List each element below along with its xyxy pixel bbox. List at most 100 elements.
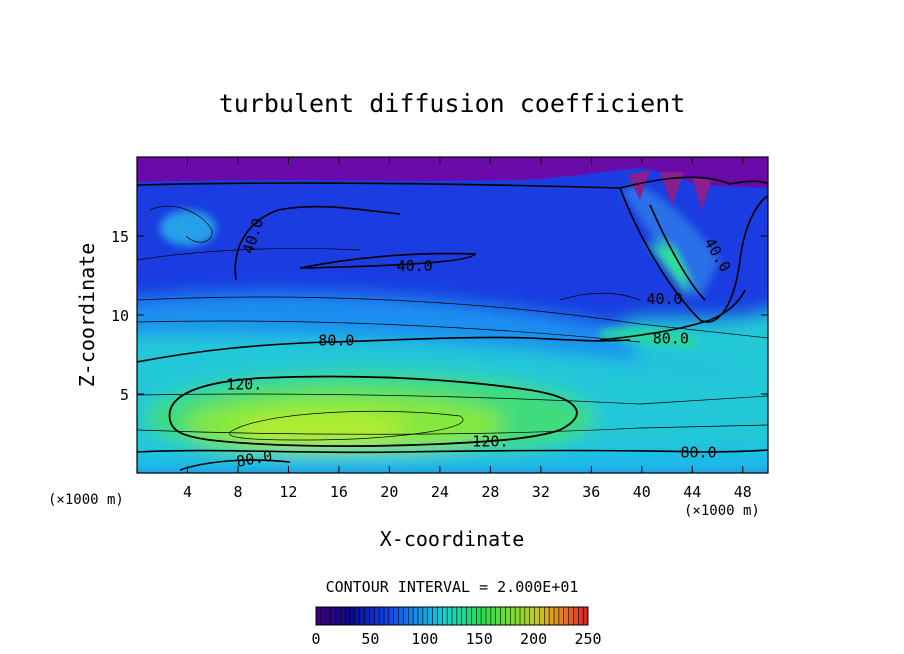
colorbar-cell	[476, 607, 482, 625]
colorbar-cell	[505, 607, 511, 625]
colorbar-cell	[388, 607, 395, 625]
x-tick-label: 36	[582, 483, 600, 501]
colorbar-cell	[510, 607, 516, 625]
contour-120	[168, 375, 578, 447]
contour-label: 80.0	[235, 447, 274, 471]
colorbar-cell	[471, 607, 477, 625]
colorbar-cell	[330, 607, 336, 625]
contour-lines	[137, 176, 768, 471]
colorbar-cell	[374, 607, 380, 625]
colorbar-cell	[515, 607, 521, 625]
contour-label: 40.0	[646, 290, 682, 308]
x-tick-label: 12	[279, 483, 297, 501]
colorbar-cell	[437, 607, 443, 625]
y-tick-label: 15	[111, 228, 129, 246]
colorbar-cell	[495, 607, 501, 625]
contour-label: 120.	[226, 376, 262, 394]
colorbar-cell	[549, 607, 555, 625]
x-tick-label: 40	[633, 483, 651, 501]
colorbar-cell	[422, 607, 429, 625]
colorbar-tick-label: 100	[411, 630, 438, 648]
colorbar-tick-label: 150	[466, 630, 493, 648]
colorbar-cell	[583, 607, 589, 625]
colorbar-cell	[461, 607, 467, 625]
colorbar-cell	[456, 607, 463, 625]
colorbar-cell	[452, 607, 458, 625]
x-tick-label: 24	[431, 483, 449, 501]
colorbar-cell	[316, 607, 322, 625]
heatmap-field	[137, 157, 768, 473]
contour-80-lower	[137, 449, 768, 454]
colorbar-cell	[486, 607, 492, 625]
chart-title: turbulent diffusion coefficient	[219, 89, 686, 118]
x-axis: 4 8 12 16 20 24 28 32 36 40 44 48	[183, 157, 752, 501]
colorbar-cell	[393, 607, 399, 625]
colorbar-cell	[350, 607, 356, 625]
colorbar-cell	[427, 607, 433, 625]
y-tick-label: 5	[120, 386, 129, 404]
colorbar-cell	[558, 607, 565, 625]
colorbar-cell	[359, 607, 365, 625]
colorbar-cell	[529, 607, 535, 625]
contour-right-inner	[649, 204, 706, 301]
colorbar-cell	[466, 607, 472, 625]
colorbar-cell	[578, 607, 584, 625]
contour-80-bottom-left	[179, 459, 291, 471]
colorbar-cell	[340, 607, 346, 625]
colorbar-cell	[447, 607, 453, 625]
colorbar-cell	[379, 607, 385, 625]
colorbar-cell	[408, 607, 414, 625]
colorbar-cell	[520, 607, 526, 625]
contour-right-swirl	[619, 187, 768, 323]
colorbar-cell	[568, 607, 574, 625]
x-tick-label: 8	[233, 483, 242, 501]
y-tick-label: 10	[111, 307, 129, 325]
x-tick-label: 48	[734, 483, 752, 501]
colorbar-tick-label: 0	[311, 630, 320, 648]
contour-40-left	[234, 205, 401, 281]
x-tick-label: 44	[683, 483, 701, 501]
colorbar	[315, 606, 589, 626]
colorbar-cell	[442, 607, 448, 625]
colorbar-cell	[563, 607, 569, 625]
contour-80-upper	[137, 336, 631, 363]
contour-80-right	[599, 289, 746, 341]
colorbar-cell	[369, 607, 375, 625]
y-axis: 5 10 15	[111, 228, 768, 404]
colorbar-cell	[500, 607, 506, 625]
colorbar-cell	[534, 607, 540, 625]
colorbar-cell	[418, 607, 424, 625]
x-tick-label: 28	[481, 483, 499, 501]
contour-label: 80.0	[318, 331, 354, 349]
colorbar-cell	[335, 607, 341, 625]
contour-label: 40.0	[397, 257, 433, 275]
x-axis-label: X-coordinate	[380, 527, 525, 551]
x-tick-label: 32	[532, 483, 550, 501]
colorbar-cell	[403, 607, 409, 625]
contour-40-loop	[299, 252, 477, 269]
colorbar-cell	[539, 607, 545, 625]
colorbar-cell	[481, 607, 487, 625]
colorbar-frame	[315, 606, 589, 626]
colorbar-cell	[398, 607, 404, 625]
colorbar-cell	[490, 607, 497, 625]
x-unit-label-left: (×1000 m)	[48, 492, 124, 508]
colorbar-cell	[325, 607, 331, 625]
colorbar-cell	[364, 607, 370, 625]
colorbar-cell	[320, 607, 327, 625]
colorbar-tick-labels: 0 50 100 150 200 250	[311, 630, 601, 648]
colorbar-cell	[345, 607, 351, 625]
colorbar-tick-label: 50	[361, 630, 379, 648]
x-unit-label-right: (×1000 m)	[684, 503, 760, 519]
colorbar-tick-label: 250	[574, 630, 601, 648]
contour-40-top	[137, 176, 768, 189]
colorbar-cell	[554, 607, 560, 625]
contour-label: 120.	[472, 432, 508, 450]
colorbar-cell	[544, 607, 550, 625]
x-tick-label: 20	[380, 483, 398, 501]
colorbar-cell	[524, 607, 531, 625]
colorbar-cell	[384, 607, 390, 625]
contour-label: 80.0	[681, 443, 717, 461]
colorbar-cell	[354, 607, 361, 625]
